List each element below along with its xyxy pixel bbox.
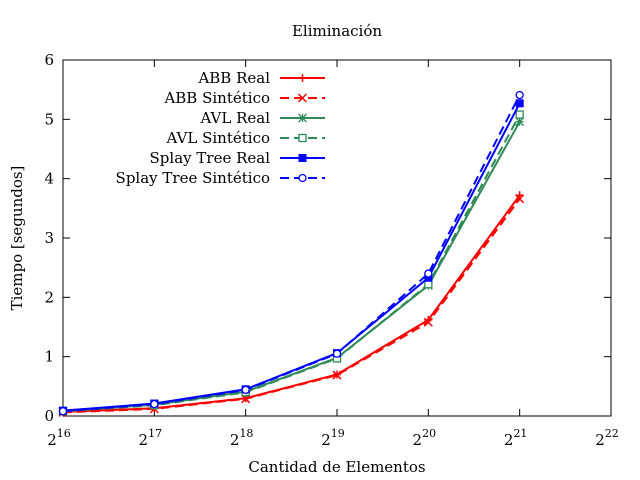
legend-entry: AVL Real bbox=[199, 109, 325, 127]
x-tick-exponent: 19 bbox=[331, 427, 345, 440]
data-point bbox=[332, 370, 342, 380]
x-tick-exponent: 17 bbox=[148, 427, 162, 440]
x-tick-label: 219 bbox=[321, 427, 345, 449]
legend-entry: ABB Real bbox=[197, 69, 325, 87]
data-point bbox=[515, 90, 524, 100]
x-tick-exponent: 16 bbox=[57, 427, 71, 440]
marker-circle-open bbox=[241, 385, 250, 395]
marker-star bbox=[515, 117, 525, 127]
marker-circle-open bbox=[515, 90, 524, 100]
legend-entry: ABB Sintético bbox=[163, 89, 325, 107]
x-tick-base: 2 bbox=[413, 431, 423, 449]
data-point bbox=[424, 269, 433, 278]
x-tick-label: 221 bbox=[504, 427, 528, 449]
marker-cross bbox=[332, 370, 342, 380]
marker-square-filled bbox=[298, 154, 307, 162]
x-tick-base: 2 bbox=[47, 431, 57, 449]
data-point bbox=[424, 280, 433, 289]
marker-square-open bbox=[298, 133, 307, 143]
legend-label: ABB Sintético bbox=[163, 89, 270, 107]
marker-cross bbox=[515, 194, 525, 204]
x-tick-base: 2 bbox=[504, 431, 514, 449]
legend-label: ABB Real bbox=[197, 69, 270, 87]
legend-marker bbox=[297, 93, 308, 103]
legend-marker bbox=[298, 74, 307, 82]
legend-marker bbox=[298, 113, 307, 123]
marker-circle-open bbox=[58, 407, 68, 416]
x-tick-base: 2 bbox=[595, 431, 605, 449]
x-tick-label: 220 bbox=[413, 427, 437, 449]
data-point bbox=[241, 385, 250, 395]
y-tick-label: 1 bbox=[44, 348, 54, 366]
legend-marker bbox=[298, 133, 307, 143]
legend-marker bbox=[298, 173, 307, 183]
x-tick-base: 2 bbox=[321, 431, 331, 449]
legend-label: AVL Real bbox=[199, 109, 270, 127]
x-tick-label: 218 bbox=[230, 427, 254, 449]
marker-circle-open bbox=[298, 173, 307, 183]
marker-star bbox=[298, 113, 307, 123]
marker-square-filled bbox=[515, 99, 524, 108]
y-tick-label: 6 bbox=[44, 51, 54, 69]
legend-entry: Splay Tree Real bbox=[150, 149, 325, 167]
y-tick-label: 4 bbox=[44, 170, 54, 188]
legend-marker bbox=[298, 154, 307, 162]
y-tick-label: 5 bbox=[44, 110, 54, 128]
chart-title: Eliminación bbox=[292, 22, 382, 40]
legend-label: AVL Sintético bbox=[165, 129, 270, 147]
x-tick-exponent: 18 bbox=[239, 427, 253, 440]
y-tick-label: 2 bbox=[44, 288, 54, 306]
series-splay-tree-sint-tico bbox=[58, 90, 524, 416]
data-point bbox=[150, 399, 159, 409]
x-tick-exponent: 20 bbox=[422, 427, 436, 440]
x-tick-label: 222 bbox=[595, 427, 619, 449]
x-tick-exponent: 22 bbox=[605, 427, 619, 440]
x-tick-label: 216 bbox=[47, 427, 71, 449]
legend-entry: Splay Tree Sintético bbox=[116, 169, 325, 187]
marker-cross bbox=[297, 93, 308, 103]
x-tick-base: 2 bbox=[230, 431, 240, 449]
data-point bbox=[332, 349, 342, 358]
data-point bbox=[515, 117, 525, 127]
series-line bbox=[62, 94, 521, 413]
x-tick-base: 2 bbox=[139, 431, 149, 449]
marker-circle-open bbox=[332, 349, 342, 358]
x-tick-label: 217 bbox=[139, 427, 163, 449]
data-point bbox=[423, 317, 433, 327]
legend: ABB Real ABB Sintético AVL Real AVL Sintéti… bbox=[116, 69, 325, 187]
y-axis-title: Tiempo [segundos] bbox=[8, 166, 26, 311]
x-axis-title: Cantidad de Elementos bbox=[248, 458, 425, 476]
y-tick-label: 0 bbox=[44, 407, 54, 425]
marker-circle-open bbox=[424, 269, 433, 278]
data-point bbox=[515, 194, 525, 204]
marker-square-open bbox=[515, 110, 524, 119]
y-tick-label: 3 bbox=[44, 229, 54, 247]
data-point bbox=[515, 110, 524, 119]
legend-label: Splay Tree Real bbox=[150, 149, 271, 167]
x-tick-exponent: 21 bbox=[513, 427, 527, 440]
marker-square-open bbox=[424, 280, 433, 289]
marker-cross bbox=[423, 317, 433, 327]
data-point bbox=[515, 99, 524, 108]
marker-plus bbox=[298, 74, 307, 82]
legend-label: Splay Tree Sintético bbox=[116, 169, 270, 187]
legend-entry: AVL Sintético bbox=[165, 129, 325, 147]
series-line bbox=[62, 198, 521, 414]
data-point bbox=[58, 407, 68, 416]
marker-circle-open bbox=[150, 399, 159, 409]
